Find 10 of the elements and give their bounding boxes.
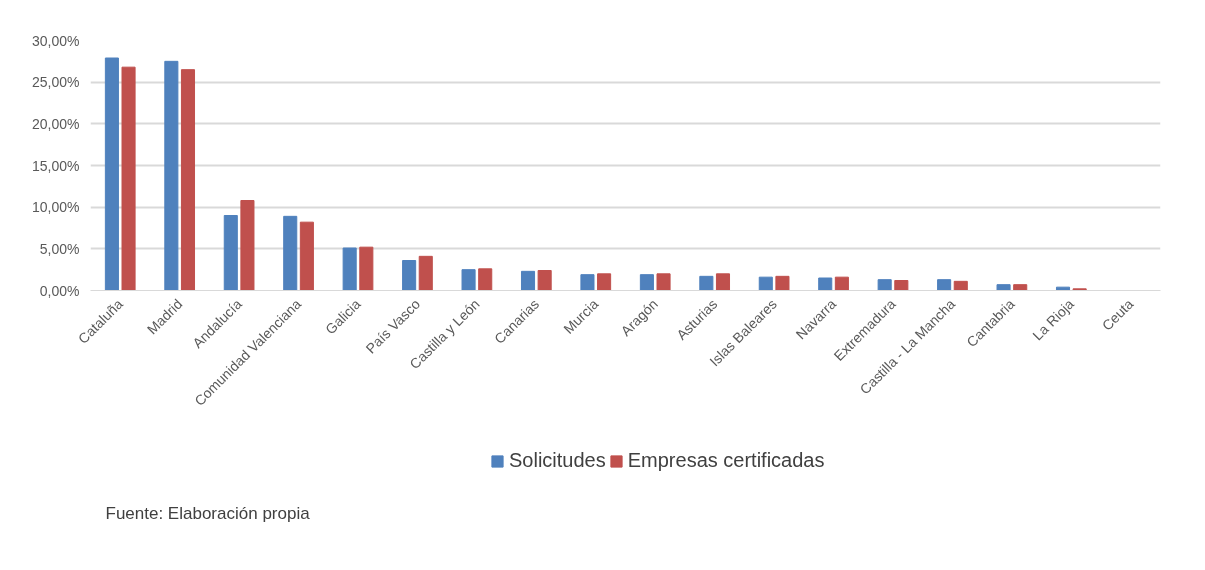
source-note: Fuente: Elaboración propia: [105, 503, 311, 523]
legend-label: Empresas certificadas: [627, 449, 825, 472]
y-tick-label: 10,00%: [32, 199, 80, 216]
legend-label: Solicitudes: [509, 449, 606, 472]
y-tick-label: 20,00%: [32, 115, 80, 132]
y-tick-label: 15,00%: [32, 157, 80, 174]
y-tick-label: 5,00%: [39, 240, 80, 257]
y-tick-label: 30,00%: [32, 32, 80, 49]
y-tick-label: 0,00%: [39, 282, 80, 299]
y-tick-label: 25,00%: [32, 74, 80, 91]
